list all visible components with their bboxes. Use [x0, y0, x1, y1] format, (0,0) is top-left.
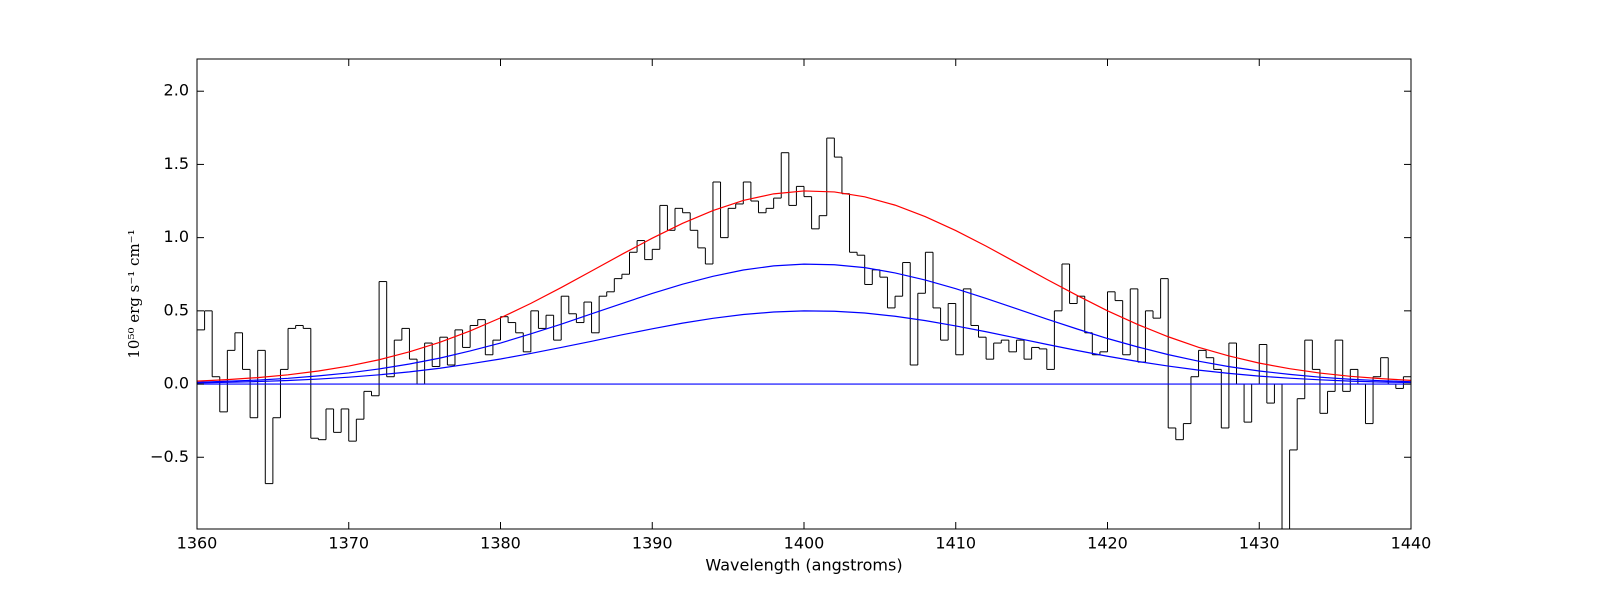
x-tick-label: 1410: [935, 534, 976, 553]
y-tick-label: 1.0: [164, 227, 189, 246]
fit-curve: [197, 190, 1411, 382]
y-axis-label: 10⁵⁰ erg s⁻¹ cm⁻¹: [125, 229, 143, 358]
x-axis-label: Wavelength (angstroms): [705, 556, 902, 575]
x-tick-label: 1370: [328, 534, 369, 553]
x-tick-label: 1390: [632, 534, 673, 553]
x-tick-label: 1400: [784, 534, 825, 553]
y-tick-label: −0.5: [150, 447, 189, 466]
x-tick-label: 1360: [177, 534, 218, 553]
x-tick-label: 1420: [1087, 534, 1128, 553]
y-tick-label: 0.5: [164, 300, 189, 319]
x-tick-label: 1440: [1391, 534, 1432, 553]
x-tick-label: 1380: [480, 534, 521, 553]
fit-curve: [197, 263, 1411, 383]
y-tick-label: 2.0: [164, 81, 189, 100]
y-tick-label: 1.5: [164, 154, 189, 173]
x-tick-label: 1430: [1239, 534, 1280, 553]
fit-curve: [197, 310, 1411, 384]
y-tick-label: 0.0: [164, 374, 189, 393]
